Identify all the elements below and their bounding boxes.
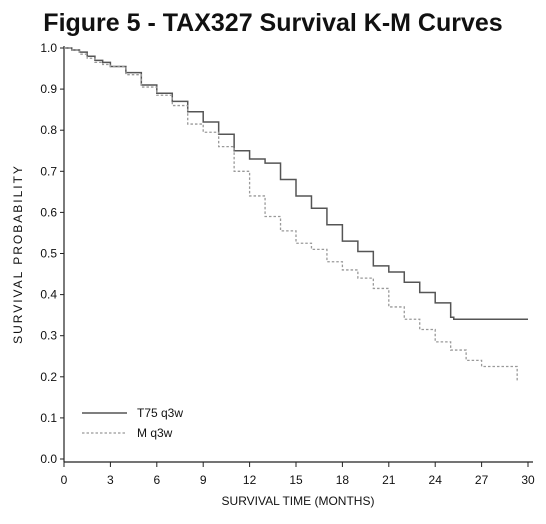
y-tick-label: 0.3 <box>40 329 57 343</box>
x-tick-label: 3 <box>107 473 114 487</box>
chart-title: Figure 5 - TAX327 Survival K-M Curves <box>43 9 502 37</box>
x-tick-label: 15 <box>289 473 303 487</box>
y-axis-label: SURVIVAL PROBABILITY <box>11 164 25 344</box>
y-tick-label: 0.0 <box>40 452 57 466</box>
y-tick-label: 1.0 <box>40 41 57 55</box>
series-line-1 <box>64 47 518 381</box>
x-tick-label: 0 <box>61 473 68 487</box>
y-tick-label: 0.5 <box>40 247 57 261</box>
legend-label-m: M q3w <box>137 426 173 440</box>
legend: T75 q3w M q3w <box>82 406 183 440</box>
x-tick-label: 12 <box>243 473 257 487</box>
series-layer <box>64 47 528 381</box>
series-line-0 <box>64 47 528 321</box>
x-tick-label: 6 <box>153 473 160 487</box>
x-ticks: 0 3 6 9 12 15 18 21 24 27 30 <box>61 462 535 487</box>
x-tick-label: 27 <box>475 473 489 487</box>
x-axis-label: SURVIVAL TIME (MONTHS) <box>222 494 375 508</box>
y-tick-label: 0.4 <box>40 288 57 302</box>
y-tick-label: 0.8 <box>40 123 57 137</box>
x-tick-label: 30 <box>521 473 535 487</box>
x-tick-label: 24 <box>429 473 443 487</box>
y-ticks: 0.0 0.1 0.2 0.3 0.4 0.5 0.6 0.7 0.8 0.9 1.0 <box>40 41 64 466</box>
y-tick-label: 0.2 <box>40 370 57 384</box>
plot-area <box>63 46 533 463</box>
y-tick-label: 0.7 <box>40 164 57 178</box>
legend-label-t75: T75 q3w <box>137 406 183 420</box>
x-tick-label: 21 <box>382 473 396 487</box>
y-tick-label: 0.1 <box>40 411 57 425</box>
x-tick-label: 9 <box>200 473 207 487</box>
y-tick-label: 0.9 <box>40 82 57 96</box>
x-tick-label: 18 <box>336 473 350 487</box>
y-tick-label: 0.6 <box>40 205 57 219</box>
